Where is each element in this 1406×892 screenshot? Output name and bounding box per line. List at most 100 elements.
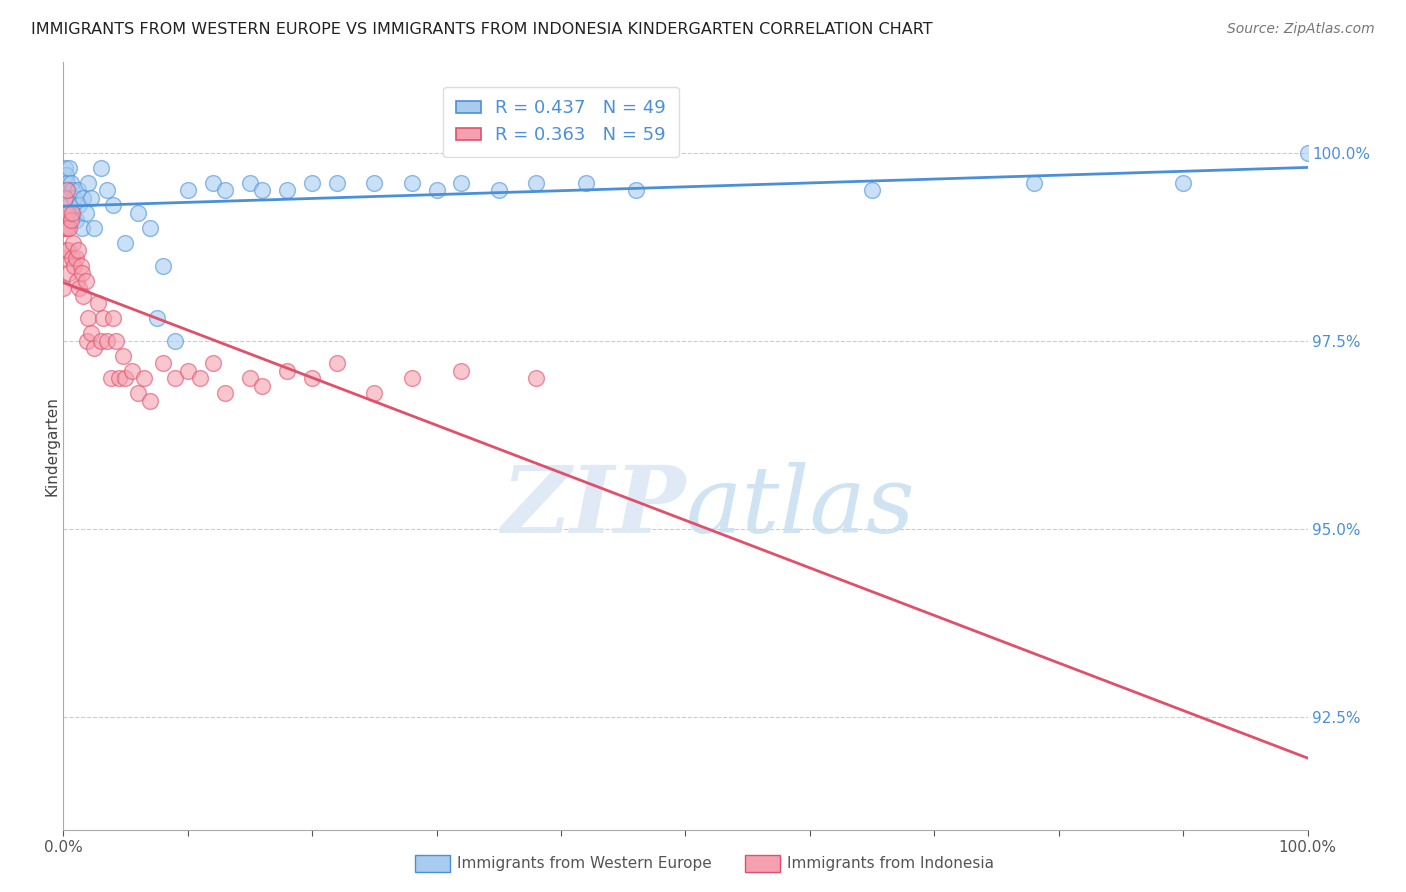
Point [55,244,77,258]
Point [139,220,162,235]
Point [96,334,118,348]
Point [524,176,547,190]
Point [67,183,90,197]
Text: IMMIGRANTS FROM WESTERN EUROPE VS IMMIGRANTS FROM INDONESIA KINDERGARTEN CORRELA: IMMIGRANTS FROM WESTERN EUROPE VS IMMIGR… [31,22,932,37]
Point [59,213,82,227]
Point [1296,145,1319,160]
Y-axis label: Kindergarten: Kindergarten [45,396,59,496]
Point [101,311,124,326]
Point [860,183,883,197]
Legend: R = 0.437   N = 49, R = 0.363   N = 59: R = 0.437 N = 49, R = 0.363 N = 59 [443,87,679,157]
Point [90,161,112,175]
Point [58,266,80,280]
Point [75,206,97,220]
Point [65,251,87,265]
Point [127,386,149,401]
Point [100,371,122,385]
Text: Source: ZipAtlas.com: Source: ZipAtlas.com [1227,22,1375,37]
Point [450,364,472,378]
Point [66,274,89,288]
Point [53,191,76,205]
Point [79,326,101,341]
Point [58,220,80,235]
Text: Immigrants from Western Europe: Immigrants from Western Europe [457,856,711,871]
Point [53,251,76,265]
Point [58,161,80,175]
Point [72,191,94,205]
Point [114,235,136,250]
Point [111,349,134,363]
Point [165,371,187,385]
Point [60,251,83,265]
Point [201,176,224,190]
Point [63,191,86,205]
Point [83,341,105,355]
Point [450,176,472,190]
Point [276,183,298,197]
Point [70,220,93,235]
Point [56,183,79,197]
Point [276,364,298,378]
Text: Immigrants from Indonesia: Immigrants from Indonesia [787,856,994,871]
Point [301,176,323,190]
Point [239,176,262,190]
Point [52,281,75,295]
Point [252,379,274,393]
Point [239,371,262,385]
Point [65,213,87,227]
Point [75,274,97,288]
Point [56,220,79,235]
Point [134,371,156,385]
Point [70,266,93,280]
Point [188,371,211,385]
Point [401,371,423,385]
Point [524,371,547,385]
Point [575,176,598,190]
Point [58,206,80,220]
Point [77,311,100,326]
Point [76,334,98,348]
Point [67,244,90,258]
Point [152,259,174,273]
Point [214,183,236,197]
Point [69,259,91,273]
Point [127,206,149,220]
Point [1022,176,1045,190]
Point [177,183,200,197]
Point [53,220,76,235]
Point [363,386,385,401]
Point [1173,176,1195,190]
Point [77,176,100,190]
Point [79,191,101,205]
Point [108,371,131,385]
Point [214,386,236,401]
Point [401,176,423,190]
Point [56,183,79,197]
Text: atlas: atlas [686,462,915,552]
Point [114,371,136,385]
Point [301,371,323,385]
Point [60,183,83,197]
Point [58,191,80,205]
Point [90,334,112,348]
Point [63,259,86,273]
Point [326,176,349,190]
Point [363,176,385,190]
Point [62,206,84,220]
Point [83,220,105,235]
Point [56,176,79,190]
Point [72,288,94,302]
Point [58,198,80,212]
Point [58,244,80,258]
Point [60,206,83,220]
Point [52,220,75,235]
Point [165,334,187,348]
Point [426,183,449,197]
Point [87,296,110,310]
Point [121,364,143,378]
Point [96,183,118,197]
Point [104,334,127,348]
Point [488,183,510,197]
Point [55,206,77,220]
Point [152,356,174,370]
